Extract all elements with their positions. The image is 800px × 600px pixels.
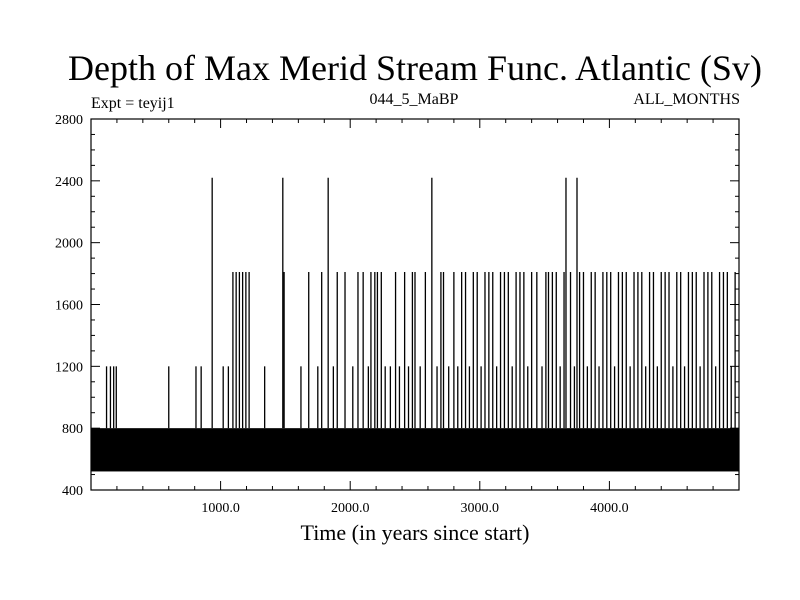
chart-title: Depth of Max Merid Stream Func. Atlantic… xyxy=(68,48,762,88)
y-tick-label: 400 xyxy=(62,484,83,499)
tick-labels: 400 800 1200 1600 2000 2400 2800 1000.0 2000.0 30… xyxy=(55,113,629,516)
x-tick-label: 1000.0 xyxy=(201,501,240,516)
plot-frame xyxy=(90,118,740,491)
plot-area xyxy=(91,177,739,472)
y-tick-label: 1200 xyxy=(55,360,83,375)
y-tick-label: 2400 xyxy=(55,175,83,190)
chart-subtitle-center: 044_5_MaBP xyxy=(370,91,459,108)
series-dense-band xyxy=(91,428,739,472)
y-tick-label: 2000 xyxy=(55,237,83,252)
y-tick-label: 1600 xyxy=(55,299,83,314)
y-tick-label: 800 xyxy=(62,422,83,437)
y-tick-label: 2800 xyxy=(55,113,83,128)
chart-subtitle-right: ALL_MONTHS xyxy=(633,91,740,108)
x-tick-label: 3000.0 xyxy=(461,501,500,516)
x-axis-label: Time (in years since start) xyxy=(301,520,530,545)
chart-subtitle-left: Expt = teyij1 xyxy=(91,95,175,112)
x-tick-label: 2000.0 xyxy=(331,501,370,516)
x-tick-label: 4000.0 xyxy=(590,501,629,516)
